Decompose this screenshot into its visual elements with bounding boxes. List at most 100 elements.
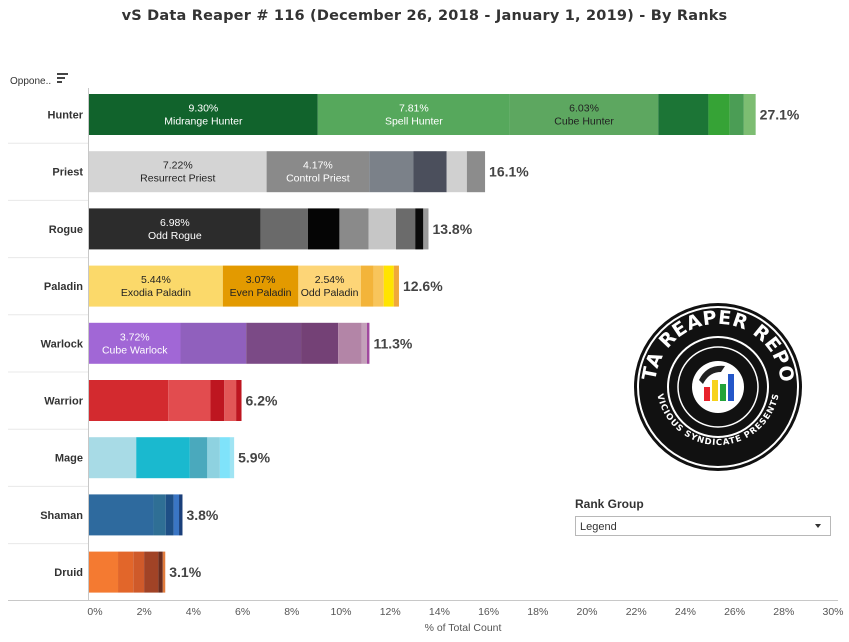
bar-segment[interactable] bbox=[307, 208, 340, 250]
bar-segment[interactable] bbox=[179, 494, 183, 536]
bar-segment[interactable] bbox=[89, 208, 261, 250]
x-tick-label: 28% bbox=[773, 606, 794, 618]
x-tick-label: 4% bbox=[186, 606, 201, 618]
bar-segment[interactable] bbox=[173, 494, 180, 536]
bar-segment[interactable] bbox=[229, 437, 235, 479]
segment-archetype-label: Exodia Paladin bbox=[121, 287, 191, 299]
bar-segment[interactable] bbox=[423, 208, 429, 250]
bar-segment[interactable] bbox=[393, 265, 399, 307]
bar-segment[interactable] bbox=[144, 551, 159, 593]
bar-segment[interactable] bbox=[339, 208, 369, 250]
bar-segment[interactable] bbox=[260, 208, 308, 250]
bar-segment[interactable] bbox=[180, 322, 247, 364]
rank-group-select[interactable]: Legend bbox=[575, 516, 831, 536]
x-tick-label: 14% bbox=[429, 606, 450, 618]
bar-segment[interactable] bbox=[366, 322, 370, 364]
x-tick-label: 22% bbox=[626, 606, 647, 618]
bar-segment[interactable] bbox=[207, 437, 220, 479]
bar-segment[interactable] bbox=[360, 265, 374, 307]
bar-segment[interactable] bbox=[224, 380, 237, 421]
x-tick-label: 20% bbox=[576, 606, 597, 618]
bar-segment[interactable] bbox=[162, 551, 166, 593]
rank-group-title: Rank Group bbox=[575, 497, 644, 511]
bar-segment[interactable] bbox=[301, 322, 339, 364]
class-total-label: 13.8% bbox=[432, 221, 472, 237]
class-total-label: 5.9% bbox=[238, 450, 270, 466]
bar-segment[interactable] bbox=[743, 94, 756, 135]
segment-archetype-label: Control Priest bbox=[286, 173, 350, 185]
segment-percent-label: 3.07% bbox=[246, 274, 276, 286]
class-label-warlock: Warlock bbox=[41, 338, 84, 350]
bar-segment[interactable] bbox=[509, 94, 659, 135]
bar-segment[interactable] bbox=[165, 494, 174, 536]
axis-header-label: Oppone.. bbox=[10, 76, 52, 87]
bar-segment[interactable] bbox=[446, 151, 467, 193]
segment-percent-label: 2.54% bbox=[315, 274, 345, 286]
sort-icon[interactable] bbox=[57, 72, 69, 84]
data-reaper-report-logo: DATA REAPER REPORT VICIOUS SYNDICATE PRE… bbox=[633, 302, 802, 471]
x-axis-title: % of Total Count bbox=[425, 622, 502, 634]
bar-segment[interactable] bbox=[317, 94, 510, 135]
class-label-hunter: Hunter bbox=[48, 110, 84, 122]
segment-percent-label: 5.44% bbox=[141, 274, 171, 286]
segment-archetype-label: Cube Hunter bbox=[554, 116, 614, 128]
bar-segment[interactable] bbox=[466, 151, 486, 193]
bar-segment[interactable] bbox=[89, 437, 137, 479]
bar-segment[interactable] bbox=[89, 322, 181, 364]
x-tick-label: 6% bbox=[235, 606, 250, 618]
bar-segment[interactable] bbox=[368, 208, 397, 250]
segment-percent-label: 9.30% bbox=[188, 103, 218, 115]
x-tick-label: 12% bbox=[380, 606, 401, 618]
class-total-label: 16.1% bbox=[489, 164, 529, 180]
bar-segment[interactable] bbox=[338, 322, 362, 364]
segment-percent-label: 6.03% bbox=[569, 103, 599, 115]
bar-segment[interactable] bbox=[369, 151, 414, 193]
class-label-druid: Druid bbox=[54, 567, 83, 579]
class-label-warrior: Warrior bbox=[44, 396, 83, 408]
class-total-label: 6.2% bbox=[246, 393, 278, 409]
bar-segment[interactable] bbox=[373, 265, 384, 307]
bar-segment[interactable] bbox=[89, 94, 318, 135]
bar-segment[interactable] bbox=[415, 208, 424, 250]
bar-segment[interactable] bbox=[153, 494, 166, 536]
bar-segment[interactable] bbox=[133, 551, 145, 593]
bar-segment[interactable] bbox=[219, 437, 230, 479]
bar-segment[interactable] bbox=[89, 494, 154, 536]
bar-segment[interactable] bbox=[189, 437, 208, 479]
x-tick-label: 10% bbox=[330, 606, 351, 618]
x-tick-label: 8% bbox=[284, 606, 299, 618]
bar-segment[interactable] bbox=[89, 151, 267, 193]
bar-segment[interactable] bbox=[708, 94, 730, 135]
class-total-label: 3.1% bbox=[169, 564, 201, 580]
bar-segment[interactable] bbox=[168, 380, 211, 421]
bar-segment[interactable] bbox=[136, 437, 190, 479]
bar-segment[interactable] bbox=[89, 265, 223, 307]
class-total-label: 27.1% bbox=[760, 107, 800, 123]
bar-segment[interactable] bbox=[222, 265, 299, 307]
class-total-label: 12.6% bbox=[403, 278, 443, 294]
bar-segment[interactable] bbox=[729, 94, 744, 135]
bar-segment[interactable] bbox=[89, 551, 119, 593]
segment-percent-label: 4.17% bbox=[303, 160, 333, 172]
bar-segment[interactable] bbox=[383, 265, 394, 307]
segment-percent-label: 3.72% bbox=[120, 331, 150, 343]
x-tick-label: 16% bbox=[478, 606, 499, 618]
x-tick-label: 0% bbox=[87, 606, 102, 618]
bar-segment[interactable] bbox=[89, 380, 169, 421]
segment-percent-label: 7.22% bbox=[163, 160, 193, 172]
bar-segment[interactable] bbox=[298, 265, 361, 307]
bar-segment[interactable] bbox=[236, 380, 242, 421]
bar-segment[interactable] bbox=[361, 322, 367, 364]
bar-segment[interactable] bbox=[658, 94, 709, 135]
bar-segment[interactable] bbox=[396, 208, 416, 250]
bar-segment[interactable] bbox=[210, 380, 225, 421]
segment-archetype-label: Cube Warlock bbox=[102, 344, 168, 356]
bar-segment[interactable] bbox=[246, 322, 302, 364]
chart-title: vS Data Reaper # 116 (December 26, 2018 … bbox=[121, 8, 728, 24]
bar-segment[interactable] bbox=[158, 551, 163, 593]
bar-segment[interactable] bbox=[118, 551, 134, 593]
bar-segment[interactable] bbox=[266, 151, 370, 193]
bar-segment[interactable] bbox=[413, 151, 447, 193]
segment-percent-label: 6.98% bbox=[160, 217, 190, 229]
